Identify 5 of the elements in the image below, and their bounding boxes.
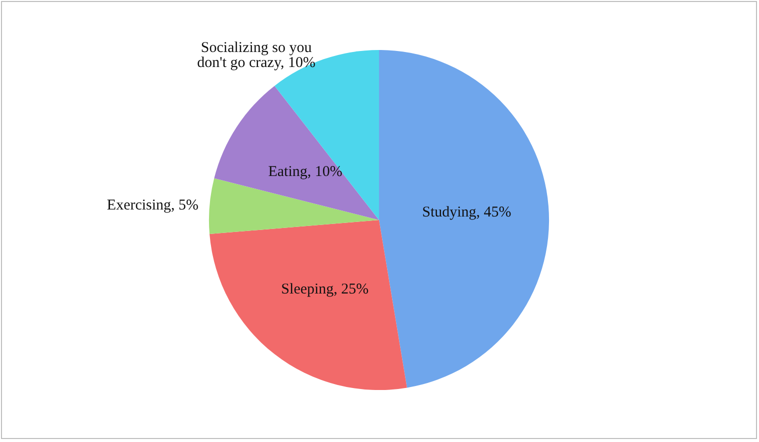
slice-label: Studying, 45%	[422, 204, 512, 221]
slice-label: Sleeping, 25%	[281, 281, 369, 298]
slice-label: Eating, 10%	[268, 164, 342, 180]
slice-label: Socializing so you don't go crazy, 10%	[197, 40, 316, 71]
slice-label: Exercising, 5%	[106, 198, 199, 214]
